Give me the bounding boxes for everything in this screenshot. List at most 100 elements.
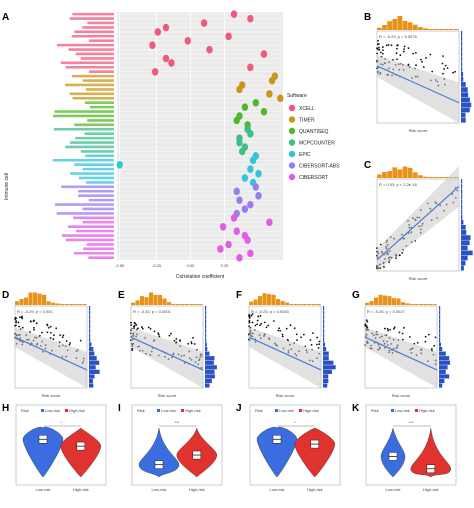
x-axis-label: Risk score — [409, 276, 428, 281]
significance-marker: *** — [409, 420, 414, 425]
scatter-point — [381, 46, 384, 48]
top-histogram-bar — [377, 27, 382, 30]
right-histogram-bar — [205, 310, 207, 315]
top-histogram-bar — [131, 302, 136, 305]
scatter-point — [131, 347, 134, 350]
a-legend-swatch — [288, 127, 296, 135]
right-histogram-bar — [461, 209, 463, 215]
scatter-point — [41, 331, 43, 334]
top-histogram-bar — [37, 293, 42, 305]
violin-legend-label: High-risk — [303, 408, 319, 413]
violin-category-label: High-risk — [189, 487, 205, 492]
right-histogram-bar — [323, 342, 325, 347]
scatter-point — [285, 327, 288, 330]
a-point — [247, 63, 254, 72]
scatter-point — [311, 332, 314, 335]
a-legend-title: Software — [287, 93, 307, 99]
a-point — [168, 59, 175, 67]
right-histogram-bar — [323, 319, 325, 324]
scatter-point — [379, 51, 382, 54]
scatter-point — [422, 66, 425, 69]
top-histogram-bar — [82, 303, 87, 305]
a-cell-label-mark — [65, 83, 114, 87]
right-histogram-bar — [461, 179, 463, 184]
scatter-point — [302, 333, 305, 336]
correlation-annotation: R = -0.26, p = 0.0027 — [367, 309, 406, 314]
top-histogram-bar — [438, 176, 444, 178]
correlation-annotation: R = -0.33, p = 0.0001 — [133, 309, 172, 314]
scatter-point — [190, 341, 193, 343]
scatter-point — [318, 340, 321, 343]
violin-shape — [60, 427, 102, 478]
right-histogram-bar — [439, 374, 450, 379]
right-histogram-bar — [323, 360, 334, 365]
a-legend-swatch — [288, 139, 296, 146]
top-histogram-bar — [249, 301, 254, 305]
right-histogram-bar — [89, 369, 100, 374]
a-cell-label-mark — [70, 172, 114, 175]
a-cell-label-mark — [85, 154, 114, 158]
top-histogram-bar — [443, 176, 449, 178]
right-histogram-bar — [461, 189, 463, 194]
scatter-point — [259, 315, 262, 317]
scatter-point — [386, 327, 389, 330]
scatter-point — [454, 70, 456, 73]
top-histogram-bar — [377, 174, 382, 178]
scatter-point — [14, 324, 17, 327]
a-legend-label: XCELL — [299, 106, 315, 112]
top-histogram-bar — [73, 303, 78, 305]
a-cell-label-mark — [82, 207, 114, 211]
scatter-point — [61, 336, 64, 339]
a-cell-label-mark — [72, 12, 114, 16]
violin-category-label: Low-risk — [386, 487, 401, 492]
top-histogram-bar — [262, 293, 267, 305]
a-legend-label: CIBERSORT-ABS — [299, 164, 340, 170]
panel-label-i: I — [118, 403, 121, 414]
a-cell-label-mark — [88, 256, 114, 259]
right-histogram-bar — [461, 51, 463, 57]
violin-legend-label: High-risk — [69, 408, 85, 413]
violin-legend-label: Low-risk — [45, 408, 60, 413]
correlation-annotation: R = -0.29, p = 0.001 — [17, 309, 53, 314]
right-histogram-bar — [323, 347, 327, 352]
confidence-band — [249, 327, 321, 388]
a-cell-label-mark — [84, 132, 114, 135]
top-histogram-bar — [392, 298, 397, 305]
scatter-point — [157, 333, 160, 336]
top-histogram-bar — [414, 303, 419, 305]
right-histogram-bar — [461, 107, 470, 113]
scatter-point — [429, 53, 432, 56]
top-histogram-bar — [428, 28, 433, 30]
scatter-point — [296, 339, 299, 342]
x-axis-label: Risk score — [42, 393, 61, 398]
scatter-point — [387, 329, 390, 332]
violin-legend-label: Low-risk — [395, 408, 410, 413]
top-histogram-bar — [294, 303, 299, 305]
a-point — [206, 45, 213, 54]
scatter-point — [433, 344, 436, 347]
right-histogram-bar — [461, 77, 464, 82]
a-cell-label-mark — [82, 26, 114, 29]
top-histogram-bar — [423, 176, 428, 178]
panel-label-b: B — [364, 12, 371, 23]
top-histogram-bar — [316, 303, 321, 305]
correlation-annotation: R = -0.23, p = 0.0076 — [379, 34, 418, 39]
right-histogram-bar — [461, 230, 467, 235]
top-histogram-bar — [162, 298, 167, 305]
fit-line — [130, 336, 204, 371]
right-histogram-bar — [439, 365, 448, 370]
top-histogram-bar — [60, 303, 65, 305]
scatter-point — [267, 324, 270, 327]
scatter-point — [149, 327, 152, 330]
right-histogram-bar — [461, 245, 468, 251]
scatter-point — [141, 327, 144, 330]
scatter-point — [69, 342, 72, 344]
right-histogram-bar — [439, 356, 450, 361]
a-point — [225, 240, 232, 249]
a-point — [225, 32, 232, 41]
scatter-point — [376, 52, 379, 55]
a-legend-label: EPIC — [299, 152, 311, 158]
a-point — [260, 50, 268, 58]
a-cell-label-mark — [75, 229, 114, 233]
scatter-point — [29, 320, 32, 323]
